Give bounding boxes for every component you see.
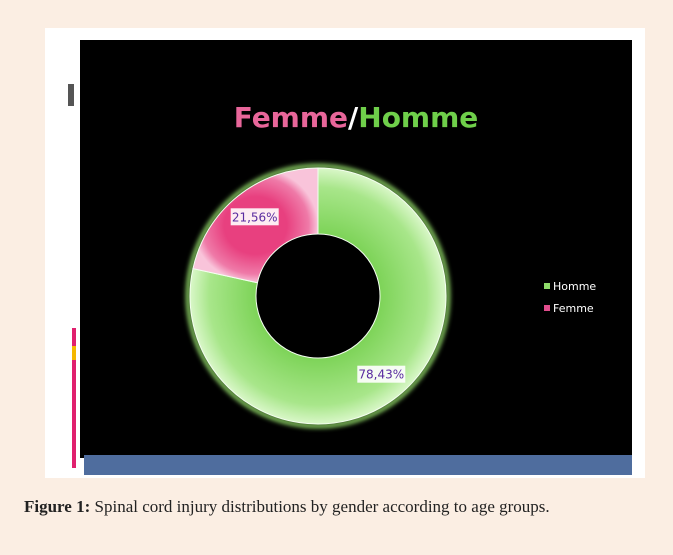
- slice: [192, 167, 319, 284]
- value-label-box: [230, 208, 279, 226]
- legend-label: Femme: [553, 302, 594, 315]
- caption: Figure 1: Spinal cord injury distributio…: [24, 496, 654, 518]
- title-part: Homme: [358, 101, 478, 134]
- legend-swatch: [544, 283, 550, 289]
- value-label: 78,43%: [357, 365, 406, 383]
- scroll-mark: [68, 84, 74, 106]
- side-bar: [72, 328, 76, 468]
- slice: [189, 167, 447, 425]
- caption-label: Figure 1:: [24, 497, 91, 516]
- side-mark: [72, 346, 76, 360]
- title-part: Femme: [234, 101, 348, 134]
- legend-swatch: [544, 305, 550, 311]
- caption-text: Spinal cord injury distributions by gend…: [94, 497, 550, 516]
- chart-title: Femme/Homme: [234, 101, 479, 134]
- legend-label: Homme: [553, 280, 596, 293]
- value-label-text: 78,43%: [358, 368, 404, 382]
- value-label-box: [357, 365, 406, 383]
- glow: [186, 164, 450, 428]
- value-label-text: 21,56%: [232, 210, 278, 224]
- value-label: 21,56%: [230, 208, 279, 226]
- title-part: /: [348, 101, 359, 134]
- bottom-strip: [84, 455, 632, 475]
